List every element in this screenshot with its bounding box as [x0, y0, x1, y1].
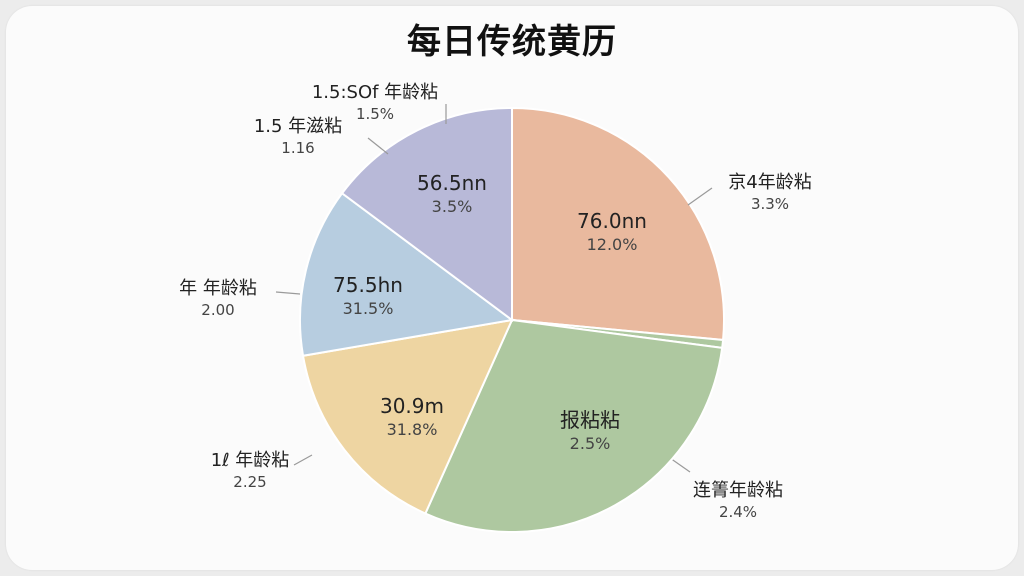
pie-slice [340, 106, 513, 322]
slice-category-label: 1ℓ 年龄粘 [211, 450, 290, 471]
leader-line [367, 137, 389, 155]
leader-line [275, 291, 301, 295]
slice-percent-label: 2.5% [570, 434, 611, 453]
slice-category-label: 连箐年龄粘 [693, 480, 783, 501]
leader-line [687, 187, 713, 206]
slice-category-label: 1.5:SOf 年龄粘 [312, 82, 438, 103]
slice-category-label: 1.5 年滋粘 [254, 116, 342, 137]
pie-slice [511, 106, 725, 342]
chart-title: 每日传统黄历 [407, 22, 617, 62]
slice-sub-label: 3.3% [751, 195, 789, 213]
pie-slice [301, 318, 514, 515]
pie-slice [424, 318, 724, 533]
slice-percent-label: 31.5% [343, 299, 394, 318]
slice-percent-label: 3.5% [432, 197, 473, 216]
slice-value-label: 30.9m [380, 394, 444, 418]
leader-line [293, 454, 313, 466]
slice-value-label: 76.0nn [577, 209, 647, 233]
slice-value-label: 75.5hn [333, 273, 403, 297]
slice-value-label: 56.5nn [417, 171, 487, 195]
slice-sub-label: 1.5% [356, 105, 394, 123]
leader-line [669, 457, 691, 473]
slice-category-label: 年 年龄粘 [179, 278, 257, 299]
slice-sub-label: 2.4% [719, 503, 757, 521]
slice-percent-label: 31.8% [387, 420, 438, 439]
slice-category-label: 京4年龄粘 [728, 172, 811, 193]
slice-sub-label: 2.00 [201, 301, 234, 319]
slice-value-label: 报粘粘 [560, 408, 620, 432]
pie-slice [299, 191, 515, 357]
slice-sub-label: 2.25 [233, 473, 266, 491]
slice-percent-label: 12.0% [587, 235, 638, 254]
slice-sub-label: 1.16 [281, 139, 314, 157]
